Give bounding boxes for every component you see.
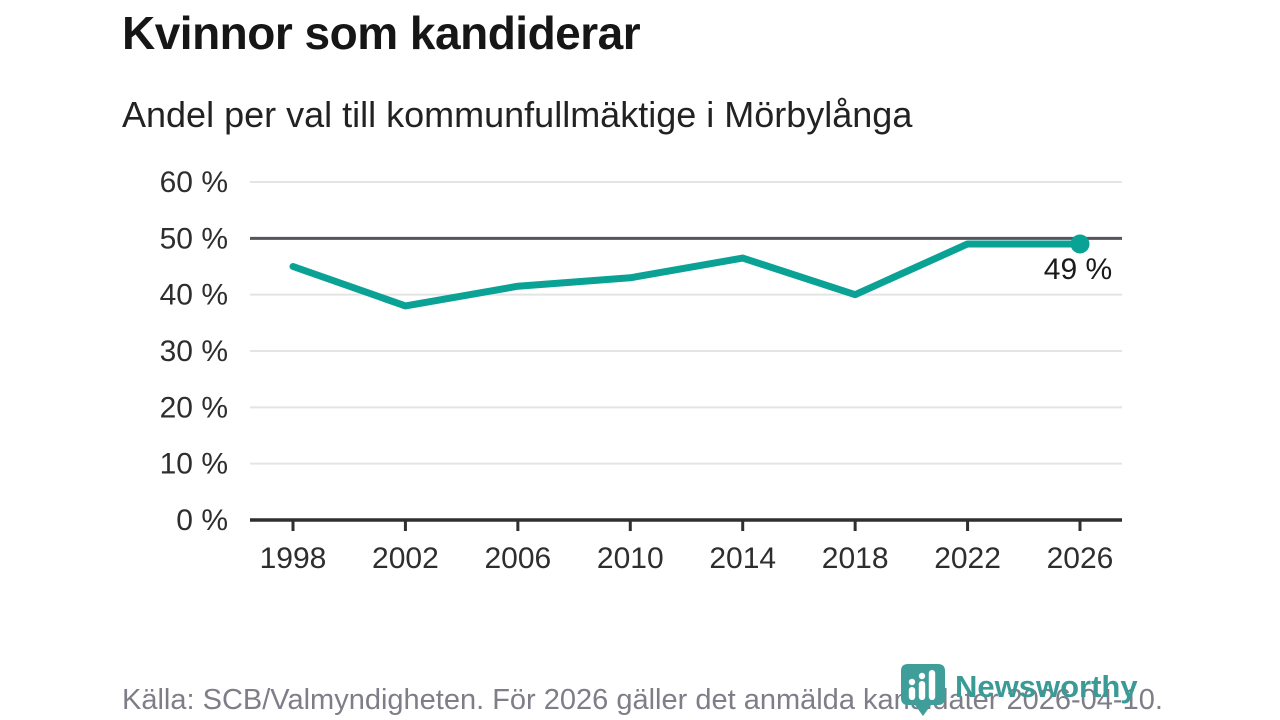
logo-bar-3 bbox=[928, 670, 936, 700]
logo-bar-1 bbox=[908, 687, 916, 700]
y-tick-label: 60 % bbox=[160, 166, 228, 199]
x-tick-label: 2010 bbox=[597, 542, 664, 575]
chart-title: Kvinnor som kandiderar bbox=[122, 7, 641, 59]
x-tick-label: 2014 bbox=[709, 542, 776, 575]
y-tick-label: 30 % bbox=[160, 335, 228, 368]
chart-subtitle: Andel per val till kommunfullmäktige i M… bbox=[122, 94, 913, 135]
x-tick-label: 2018 bbox=[822, 542, 889, 575]
y-tick-label: 40 % bbox=[160, 279, 228, 312]
x-tick-label: 2006 bbox=[484, 542, 551, 575]
x-tick-label: 2022 bbox=[934, 542, 1001, 575]
logo-bar-2 bbox=[918, 681, 926, 700]
newsworthy-logo: Newsworthy bbox=[898, 663, 1138, 717]
end-point-dot bbox=[1070, 234, 1090, 254]
y-tick-label: 10 % bbox=[160, 448, 228, 481]
trend-line bbox=[289, 240, 1084, 310]
newsworthy-bubble-icon bbox=[901, 664, 945, 716]
x-tick-label: 2026 bbox=[1047, 542, 1114, 575]
logo-bar-dot-2 bbox=[918, 672, 926, 680]
y-tick-label: 0 % bbox=[176, 504, 228, 537]
y-tick-label: 50 % bbox=[160, 222, 228, 255]
logo-bar-dot-1 bbox=[908, 678, 916, 686]
newsworthy-wordmark: Newsworthy bbox=[955, 669, 1138, 704]
line-chart: 1998 2002 2006 2010 2014 2018 2022 2026 0 % 10 % 2… bbox=[160, 166, 1122, 575]
x-tick-label: 2002 bbox=[372, 542, 439, 575]
end-point-label: 49 % bbox=[1044, 253, 1112, 286]
source-note: Källa: SCB/Valmyndigheten. För 2026 gäll… bbox=[122, 684, 1163, 716]
x-tick-label: 1998 bbox=[260, 542, 327, 575]
y-tick-label: 20 % bbox=[160, 391, 228, 424]
